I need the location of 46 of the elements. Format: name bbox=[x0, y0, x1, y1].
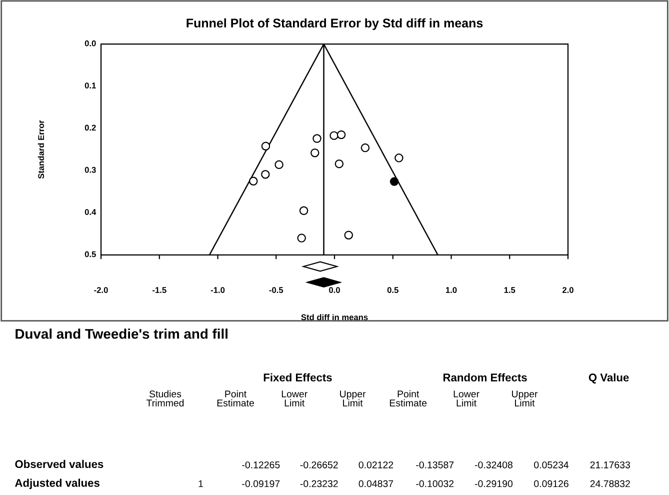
text: -0.26652 bbox=[300, 461, 338, 468]
x-tick-label: 2.0 bbox=[562, 287, 574, 293]
text: Fixed Effects bbox=[264, 373, 332, 382]
text: -0.10032 bbox=[416, 480, 454, 488]
text: -0.09197 bbox=[242, 480, 280, 488]
chart-title: Funnel Plot of Standard Error by Std diff in means bbox=[186, 18, 483, 30]
x-tick-label: 1.0 bbox=[446, 287, 457, 293]
text: 1 bbox=[198, 480, 203, 488]
text: Lower Limit bbox=[282, 390, 308, 406]
x-tick-label: 1.5 bbox=[504, 287, 516, 293]
x-tick-label: 0.5 bbox=[387, 287, 398, 293]
y-tick-label: 0.0 bbox=[84, 40, 96, 46]
text: Observed values bbox=[15, 460, 104, 468]
text: Adjusted values bbox=[14, 478, 100, 490]
text: -0.29190 bbox=[474, 480, 513, 488]
text: Studies Trimmed bbox=[146, 390, 184, 406]
text: Lower Limit bbox=[454, 390, 480, 406]
text: Duval and Tweedie's trim and fill bbox=[16, 328, 228, 339]
x-tick-label: 0.0 bbox=[329, 287, 340, 293]
text: -0.32408 bbox=[474, 461, 512, 468]
y-tick-label: 0.3 bbox=[84, 166, 96, 173]
x-tick-label: -0.5 bbox=[269, 287, 284, 293]
text: Upper Limit bbox=[512, 390, 538, 406]
y-tick-label: 0.2 bbox=[84, 124, 96, 131]
text: 21.17633 bbox=[590, 461, 630, 468]
y-axis-title: Standard Error bbox=[38, 120, 44, 179]
text: Point Estimate bbox=[217, 390, 254, 406]
text: 0.09126 bbox=[534, 480, 568, 488]
text: -0.23232 bbox=[300, 480, 338, 488]
text: 24.78832 bbox=[590, 480, 630, 488]
text: Q Value bbox=[588, 373, 629, 384]
text: Random Effects bbox=[443, 373, 527, 382]
y-tick-label: 0.5 bbox=[84, 251, 96, 258]
y-tick-label: 0.1 bbox=[84, 82, 96, 88]
text: 0.02122 bbox=[358, 461, 394, 468]
text: Point Estimate bbox=[390, 390, 427, 406]
x-axis-title: Std diff in means bbox=[301, 314, 368, 320]
y-tick-label: 0.4 bbox=[84, 209, 96, 215]
text: 0.05234 bbox=[534, 461, 569, 468]
x-tick-label: -1.0 bbox=[210, 287, 225, 293]
x-tick-label: -2.0 bbox=[94, 287, 108, 293]
text: 0.04837 bbox=[358, 480, 394, 488]
x-tick-label: -1.5 bbox=[152, 287, 166, 293]
text: -0.12265 bbox=[242, 461, 280, 468]
text: -0.13587 bbox=[416, 461, 454, 468]
text: Upper Limit bbox=[340, 390, 366, 406]
